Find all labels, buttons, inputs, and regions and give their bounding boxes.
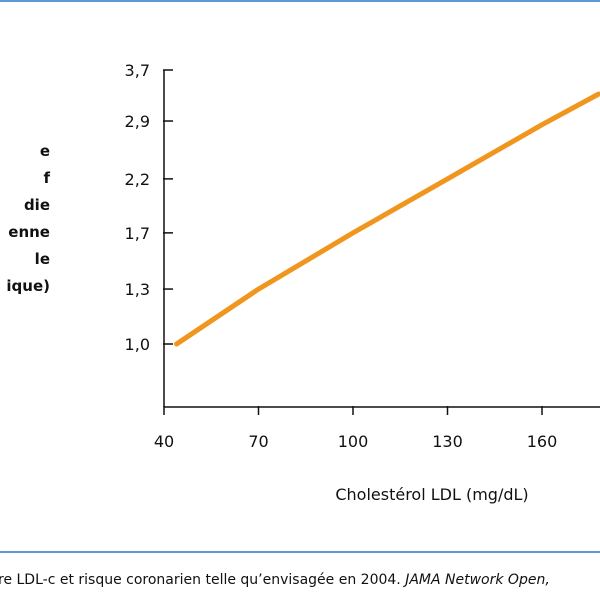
top-rule xyxy=(0,0,600,2)
bottom-rule xyxy=(0,551,600,553)
y-tick-label: 2,9 xyxy=(125,112,150,131)
x-tick-label: 160 xyxy=(527,432,558,451)
caption-source: JAMA Network Open, xyxy=(405,572,550,588)
y-tick-label: 1,7 xyxy=(125,224,150,243)
y-tick-label: 1,0 xyxy=(125,335,150,354)
series-line xyxy=(174,91,600,347)
y-axis-label: e f die enne le ique) xyxy=(0,138,50,300)
y-axis-label-line: f xyxy=(43,169,50,187)
x-tick-label: 70 xyxy=(248,432,268,451)
x-tick-label: 100 xyxy=(338,432,369,451)
x-tick-label: 40 xyxy=(154,432,174,451)
y-tick-label: 3,7 xyxy=(125,61,150,80)
y-axis-label-line: enne xyxy=(8,223,50,241)
y-tick-label: 2,2 xyxy=(125,170,150,189)
figure-caption: re LDL-c et risque coronarien telle qu’e… xyxy=(0,572,600,588)
x-axis-title: Cholestérol LDL (mg/dL) xyxy=(335,485,528,504)
caption-text: re LDL-c et risque coronarien telle qu’e… xyxy=(0,572,406,588)
y-tick-label: 1,3 xyxy=(125,280,150,299)
y-axis-label-line: e xyxy=(39,142,50,160)
y-axis-label-line: die xyxy=(23,196,50,214)
y-axis-label-line: le xyxy=(34,250,50,268)
chart: 1,0 1,3 1,7 2,2 2,9 3,7 40 70 100 130 160 Cholestér… xyxy=(125,61,600,504)
x-tick-label: 130 xyxy=(432,432,463,451)
y-axis-label-line: ique) xyxy=(6,277,50,295)
